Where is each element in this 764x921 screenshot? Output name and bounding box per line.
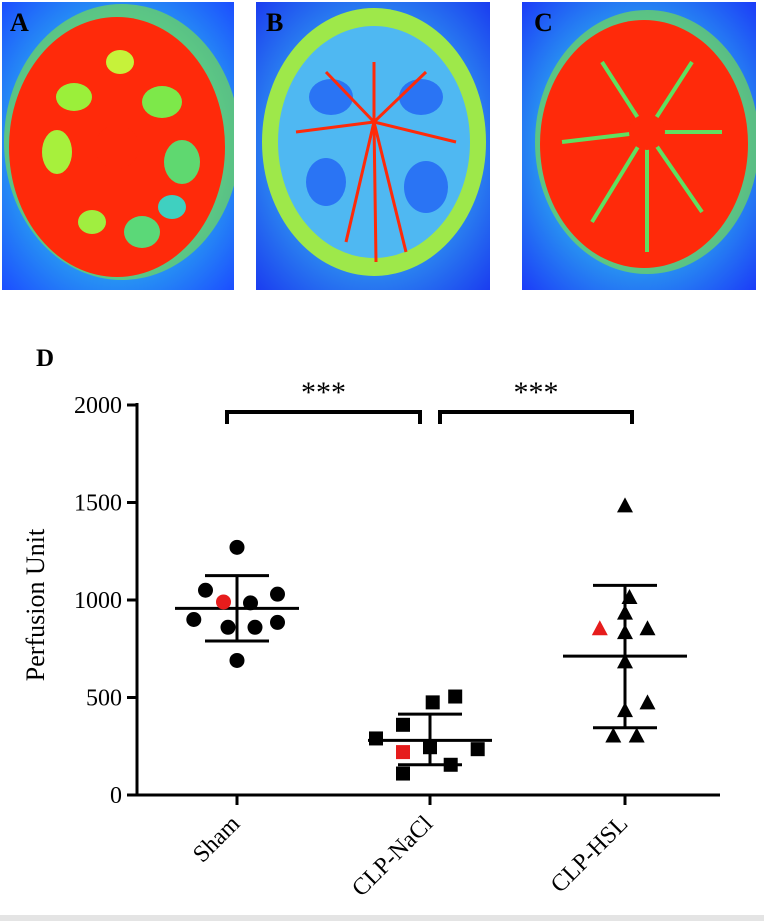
data-point <box>243 595 258 611</box>
y-tick-label: 2000 <box>74 393 122 419</box>
data-point <box>270 586 285 602</box>
highlighted-data-point <box>591 620 608 636</box>
data-point <box>443 757 458 772</box>
data-point <box>617 497 633 513</box>
y-axis-label: Perfusion Unit <box>21 528 50 681</box>
significance-label: *** <box>301 376 346 409</box>
y-tick-label: 1000 <box>74 588 122 614</box>
x-category-label: CLP-NaCl <box>347 811 438 902</box>
data-point <box>470 742 485 757</box>
data-point <box>448 689 463 704</box>
data-point <box>369 731 383 746</box>
y-tick-label: 0 <box>110 783 122 809</box>
perfusion-scatter-chart: D Perfusion Unit 0 500 1000 1500 2000 Sham CL… <box>21 345 720 902</box>
significance-bracket <box>225 410 422 424</box>
x-category-label: Sham <box>188 811 245 868</box>
data-point <box>617 653 633 669</box>
data-point <box>605 727 622 743</box>
kidney-perfusion-image-b: B <box>256 2 490 290</box>
highlighted-data-point <box>216 594 231 610</box>
panel-label: C <box>534 8 553 37</box>
data-point <box>220 619 236 635</box>
data-point <box>186 612 202 627</box>
data-point <box>270 614 285 630</box>
data-point <box>425 695 440 710</box>
x-axis-categories: Sham CLP-NaCl CLP-HSL <box>188 795 633 902</box>
data-point <box>247 619 263 635</box>
highlighted-data-point <box>396 745 410 760</box>
data-point <box>621 589 638 605</box>
significance-bracket <box>438 410 634 424</box>
kidney-perfusion-image-a: A <box>2 2 234 290</box>
data-point <box>423 740 437 755</box>
x-category-label: CLP-HSL <box>546 811 633 898</box>
kidney-perfusion-image-c: C <box>522 2 756 290</box>
y-tick-label: 500 <box>86 686 122 712</box>
y-tick-label: 1500 <box>74 491 122 517</box>
significance-label: *** <box>514 376 559 409</box>
data-point <box>198 582 213 598</box>
data-points <box>186 497 656 781</box>
data-point <box>229 652 245 668</box>
panel-label: B <box>266 8 284 37</box>
chart-panel-label: D <box>36 345 54 372</box>
bottom-scrollbar <box>0 915 764 921</box>
panel-label: A <box>10 8 29 37</box>
y-axis-ticks: 0 500 1000 1500 2000 <box>74 393 137 809</box>
data-point <box>396 766 410 781</box>
data-point <box>396 717 410 732</box>
data-point <box>628 727 645 743</box>
data-point <box>617 702 633 718</box>
data-point <box>229 539 245 555</box>
data-point <box>617 624 633 640</box>
data-point <box>617 604 633 620</box>
significance-brackets: *** *** <box>225 376 634 424</box>
data-point <box>639 694 656 710</box>
data-point <box>639 620 656 636</box>
